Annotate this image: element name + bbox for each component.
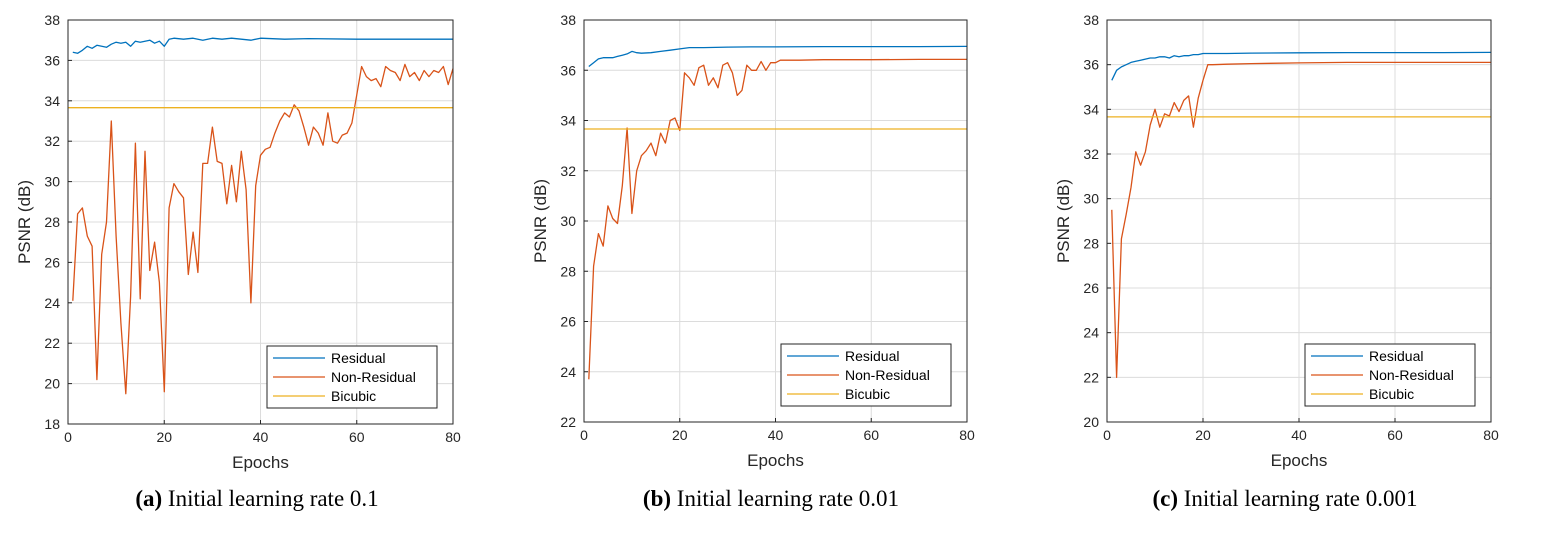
y-tick-label: 36 bbox=[1083, 57, 1099, 73]
y-tick-label: 32 bbox=[560, 163, 576, 179]
legend-label-non-residual: Non-Residual bbox=[1369, 367, 1454, 383]
caption-c-label: (c) bbox=[1152, 486, 1178, 511]
y-tick-label: 28 bbox=[560, 263, 576, 279]
legend-label-bicubic: Bicubic bbox=[1369, 386, 1414, 402]
y-tick-label: 26 bbox=[560, 314, 576, 330]
x-tick-label: 40 bbox=[768, 427, 784, 443]
caption-a: (a) Initial learning rate 0.1 bbox=[0, 486, 514, 512]
x-tick-label: 20 bbox=[672, 427, 688, 443]
x-tick-label: 60 bbox=[1387, 427, 1403, 443]
residual-line bbox=[72, 37, 453, 54]
y-tick-label: 18 bbox=[44, 416, 60, 432]
chart-panel-b: 0 20 40 60 80 22 24 26 28 30 32 34 36 38 Epochs PSNR (d… bbox=[514, 0, 1028, 537]
x-tick-label: 40 bbox=[253, 429, 269, 445]
legend-label-bicubic: Bicubic bbox=[331, 388, 376, 404]
chart-svg-c: 0 20 40 60 8020222426283032343638EpochsPSNR … bbox=[1054, 12, 1499, 470]
caption-b-label: (b) bbox=[642, 486, 672, 511]
x-axis-label: Epochs bbox=[747, 451, 804, 470]
x-tick-label: 80 bbox=[1483, 427, 1499, 443]
y-tick-label: 34 bbox=[44, 93, 60, 109]
x-tick-label: 60 bbox=[349, 429, 365, 445]
non-residual-line bbox=[1111, 61, 1491, 378]
y-tick-label: 26 bbox=[44, 254, 60, 270]
y-tick-label: 30 bbox=[560, 213, 576, 229]
y-tick-label: 30 bbox=[44, 174, 60, 190]
chart-panel-c: 0 20 40 60 80 20 22 24 26 28 30 32 34 36 38 Epochs PSNR … bbox=[1028, 0, 1542, 537]
legend-label-non-residual: Non-Residual bbox=[331, 369, 416, 385]
residual-line bbox=[588, 45, 968, 68]
legend-label-residual: Residual bbox=[845, 348, 899, 364]
caption-a-text: Initial learning rate 0.1 bbox=[167, 486, 379, 511]
y-tick-label: 28 bbox=[44, 214, 60, 230]
chart-svg-b: 0 20 40 60 80 22 24 26 28 30 32 34 36 38 Epochs PSNR (d… bbox=[531, 12, 975, 470]
x-tick-label: 20 bbox=[1195, 427, 1211, 443]
caption-b: (b) Initial learning rate 0.01 bbox=[514, 486, 1028, 512]
caption-b-text: Initial learning rate 0.01 bbox=[676, 486, 900, 511]
y-tick-label: 24 bbox=[44, 295, 60, 311]
y-tick-label: 30 bbox=[1083, 191, 1099, 207]
y-tick-label: 20 bbox=[44, 376, 60, 392]
y-tick-label: 22 bbox=[44, 335, 60, 351]
legend-label-residual: Residual bbox=[331, 350, 385, 366]
x-tick-label: 0 bbox=[580, 427, 588, 443]
caption-c: (c) Initial learning rate 0.001 bbox=[1028, 486, 1542, 512]
chart-panel-a: 0 20 40 60 80 18 20 22 24 26 28 30 32 34 36 38 Epochs PSN… bbox=[0, 0, 514, 537]
y-tick-label: 26 bbox=[1083, 280, 1099, 296]
x-tick-label: 0 bbox=[1103, 427, 1111, 443]
non-residual-line bbox=[588, 58, 967, 380]
legend-box-a bbox=[266, 345, 438, 409]
x-axis-label: Epochs bbox=[1271, 451, 1328, 470]
x-tick-label: 80 bbox=[959, 427, 975, 443]
y-tick-label: 24 bbox=[560, 364, 576, 380]
chart-svg-a: 0 20 40 60 80 18 20 22 24 26 28 30 32 34 36 38 Epochs PSN… bbox=[15, 12, 461, 472]
y-tick-label: 36 bbox=[560, 62, 576, 78]
y-tick-label: 22 bbox=[1083, 369, 1099, 385]
y-tick-label: 36 bbox=[44, 52, 60, 68]
y-axis-label: PSNR (dB) bbox=[1054, 179, 1073, 263]
caption-c-text: Initial learning rate 0.001 bbox=[1183, 486, 1418, 511]
y-tick-label: 20 bbox=[1083, 414, 1099, 430]
x-tick-label: 60 bbox=[863, 427, 879, 443]
y-tick-label: 32 bbox=[1083, 146, 1099, 162]
y-tick-label: 38 bbox=[560, 12, 576, 28]
x-tick-label: 20 bbox=[156, 429, 172, 445]
y-axis-label: PSNR (dB) bbox=[531, 179, 550, 263]
non-residual-line bbox=[72, 63, 454, 395]
legend-label-bicubic: Bicubic bbox=[845, 386, 890, 402]
y-tick-label: 38 bbox=[1083, 12, 1099, 28]
y-tick-label: 28 bbox=[1083, 235, 1099, 251]
y-tick-label: 22 bbox=[560, 414, 576, 430]
y-tick-label: 34 bbox=[1083, 101, 1099, 117]
legend-label-non-residual: Non-Residual bbox=[845, 367, 930, 383]
x-tick-label: 40 bbox=[1291, 427, 1307, 443]
x-tick-label: 80 bbox=[445, 429, 461, 445]
legend-label-residual: Residual bbox=[1369, 348, 1423, 364]
residual-line bbox=[1111, 51, 1492, 81]
y-tick-label: 24 bbox=[1083, 325, 1099, 341]
y-axis-label: PSNR (dB) bbox=[15, 180, 34, 264]
x-tick-label: 0 bbox=[64, 429, 72, 445]
y-tick-label: 34 bbox=[560, 113, 576, 129]
x-axis-label: Epochs bbox=[232, 453, 289, 472]
caption-a-label: (a) bbox=[135, 486, 163, 511]
y-tick-label: 38 bbox=[44, 12, 60, 28]
y-tick-label: 32 bbox=[44, 133, 60, 149]
